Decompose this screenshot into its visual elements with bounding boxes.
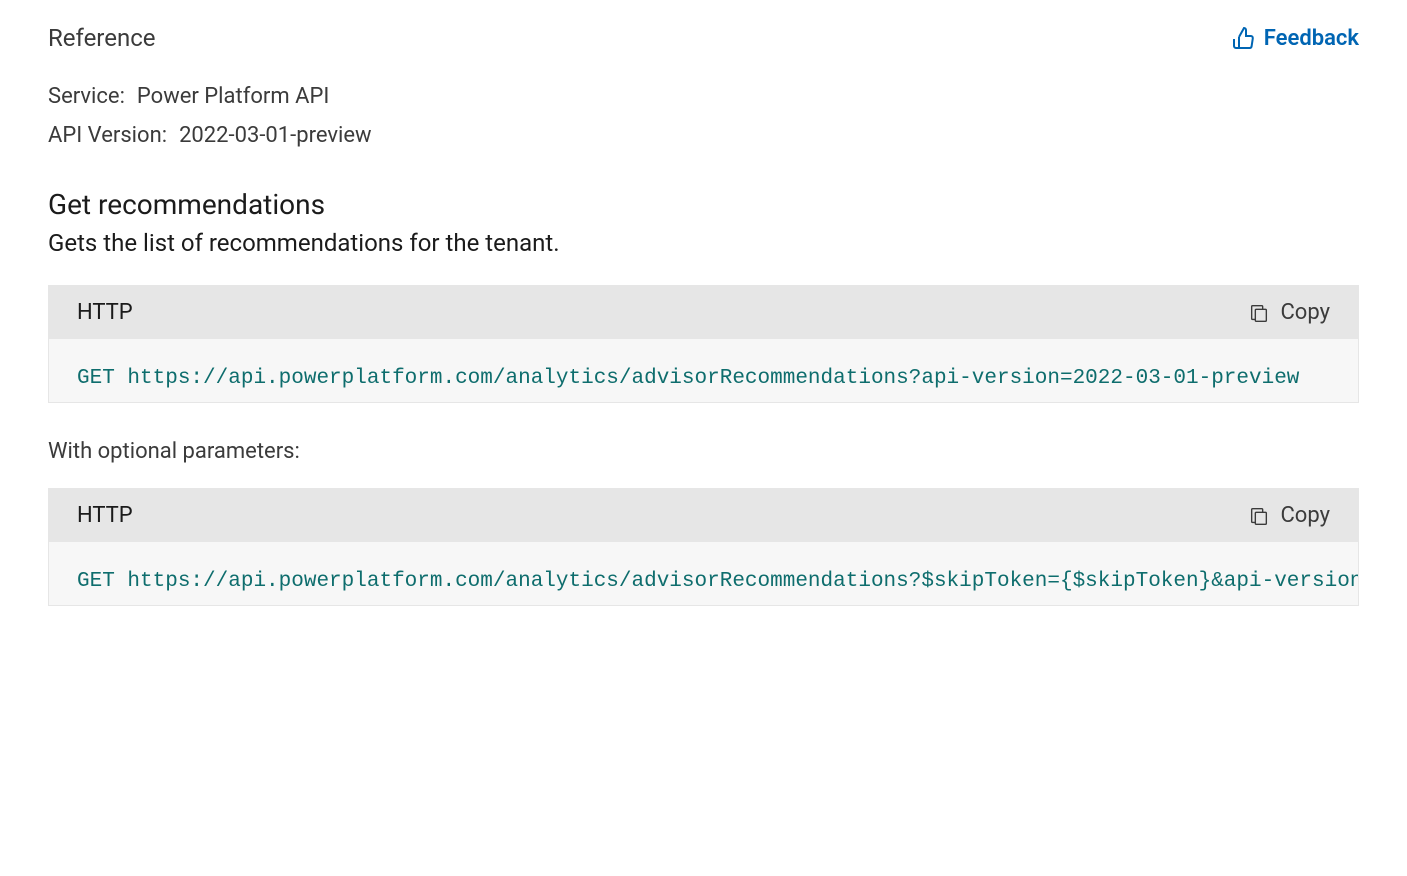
code-body[interactable]: GET https://api.powerplatform.com/analyt…: [49, 339, 1358, 402]
http-method: GET: [77, 570, 115, 593]
copy-button[interactable]: Copy: [1248, 503, 1330, 528]
copy-button[interactable]: Copy: [1248, 300, 1330, 325]
page-title: Reference: [48, 24, 155, 52]
copy-icon: [1248, 505, 1270, 527]
thumbs-up-icon: [1232, 26, 1256, 50]
http-url: https://api.powerplatform.com/analytics/…: [127, 367, 1299, 390]
http-url: https://api.powerplatform.com/analytics/…: [127, 570, 1358, 593]
code-body[interactable]: GET https://api.powerplatform.com/analyt…: [49, 542, 1358, 605]
meta-api-version-row: API Version: 2022-03-01-preview: [48, 123, 1359, 148]
section-description: Gets the list of recommendations for the…: [48, 229, 1359, 257]
feedback-link[interactable]: Feedback: [1232, 26, 1359, 51]
meta-service-row: Service: Power Platform API: [48, 84, 1359, 109]
code-header: HTTP Copy: [49, 286, 1358, 339]
feedback-label: Feedback: [1264, 26, 1359, 51]
section-heading: Get recommendations: [48, 188, 1359, 221]
copy-icon: [1248, 302, 1270, 324]
code-lang-label: HTTP: [77, 300, 133, 325]
code-header: HTTP Copy: [49, 489, 1358, 542]
code-block-2: HTTP Copy GET https://api.powerplatform.…: [48, 488, 1359, 606]
http-method: GET: [77, 367, 115, 390]
optional-params-label: With optional parameters:: [48, 439, 1359, 464]
service-label: Service:: [48, 84, 125, 109]
api-version-value: 2022-03-01-preview: [179, 123, 372, 148]
code-lang-label: HTTP: [77, 503, 133, 528]
copy-label: Copy: [1280, 503, 1330, 528]
api-version-label: API Version:: [48, 123, 167, 148]
copy-label: Copy: [1280, 300, 1330, 325]
code-block-1: HTTP Copy GET https://api.powerplatform.…: [48, 285, 1359, 403]
service-value: Power Platform API: [137, 84, 329, 109]
header-row: Reference Feedback: [48, 24, 1359, 52]
